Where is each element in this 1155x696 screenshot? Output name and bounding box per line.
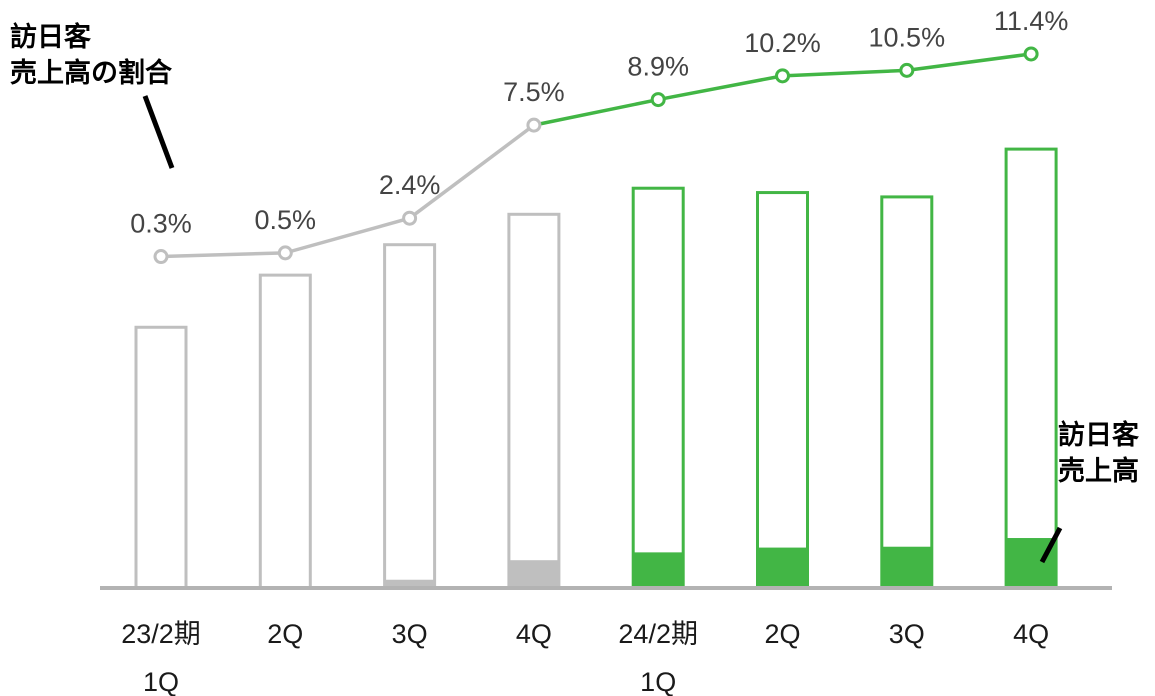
bar-annotation-line-1: 訪日客 [1058, 420, 1139, 451]
bar-inbound-6 [757, 547, 808, 588]
x-tick-label: 4Q [1013, 619, 1049, 649]
bar-inbound-3 [384, 579, 435, 588]
ratio-data-label: 10.5% [869, 22, 946, 52]
bar-annotation-pointer [1039, 526, 1063, 564]
ratio-data-label: 10.2% [744, 28, 821, 58]
ratio-point-6 [775, 68, 790, 84]
bar-inbound-4 [508, 560, 559, 588]
bar-total-1 [134, 325, 188, 590]
ratio-point-5 [650, 92, 666, 108]
ratio-data-label: 0.3% [130, 209, 192, 239]
ratio-data-label: 2.4% [379, 170, 441, 200]
ratio-point-8 [1023, 46, 1039, 62]
annotation-pointers [142, 95, 1063, 564]
ratio-data-label: 0.5% [255, 205, 317, 235]
ratio-data-label: 11.4% [994, 6, 1069, 36]
x-tick-label: 23/2期 [121, 619, 201, 649]
x-tick-label: 24/2期 [618, 619, 698, 649]
ratio-line-segment [408, 123, 535, 220]
bar-total-5 [631, 186, 685, 590]
bar-group [134, 147, 1058, 590]
bar-total-7 [880, 195, 934, 590]
x-tick-label: 2Q [764, 619, 800, 649]
line-annotation-pointer [142, 95, 175, 169]
bar-total-3 [383, 243, 437, 590]
x-tick-label: 3Q [889, 619, 925, 649]
ratio-line-group: 0.3% 0.5% 2.4% 7.5% 8.9% 10.2% 10.5% 11.4% [130, 6, 1069, 265]
ratio-point-7 [899, 62, 915, 78]
ratio-point-2 [277, 245, 293, 261]
ratio-data-label: 7.5% [503, 77, 565, 107]
ratio-line-segment [906, 52, 1032, 73]
line-annotation-line-2: 売上高の割合 [10, 58, 172, 89]
ratio-line-segment [533, 97, 659, 127]
ratio-line-segment [160, 251, 286, 259]
x-tick-label: 1Q [143, 667, 179, 696]
bar-inbound-5 [633, 552, 684, 588]
bar-total-4 [507, 212, 561, 590]
ratio-line-segment [657, 74, 783, 102]
ratio-point-3 [402, 210, 418, 226]
line-series-annotation: 訪日客 売上高の割合 [10, 20, 172, 92]
line-annotation-line-1: 訪日客 [10, 22, 91, 53]
x-tick-label: 1Q [640, 667, 676, 696]
x-tick-label: 2Q [267, 619, 303, 649]
x-tick-labels: 23/2期 1Q 2Q 3Q 4Q 24/2期 1Q 2Q 3Q 4Q [121, 619, 1049, 696]
bar-total-6 [756, 191, 809, 590]
ratio-data-label: 8.9% [627, 52, 689, 82]
bar-total-2 [258, 273, 312, 590]
x-tick-label: 3Q [392, 619, 428, 649]
ratio-point-4 [526, 117, 542, 133]
bar-series-annotation: 訪日客 売上高 [1058, 418, 1139, 490]
bar-inbound-7 [881, 546, 932, 588]
ratio-line-segment [284, 216, 411, 255]
ratio-line-segment [782, 68, 907, 78]
bar-annotation-line-2: 売上高 [1058, 456, 1139, 487]
x-tick-label: 4Q [516, 619, 552, 649]
ratio-point-1 [153, 249, 169, 265]
bar-total-8 [1004, 147, 1058, 590]
